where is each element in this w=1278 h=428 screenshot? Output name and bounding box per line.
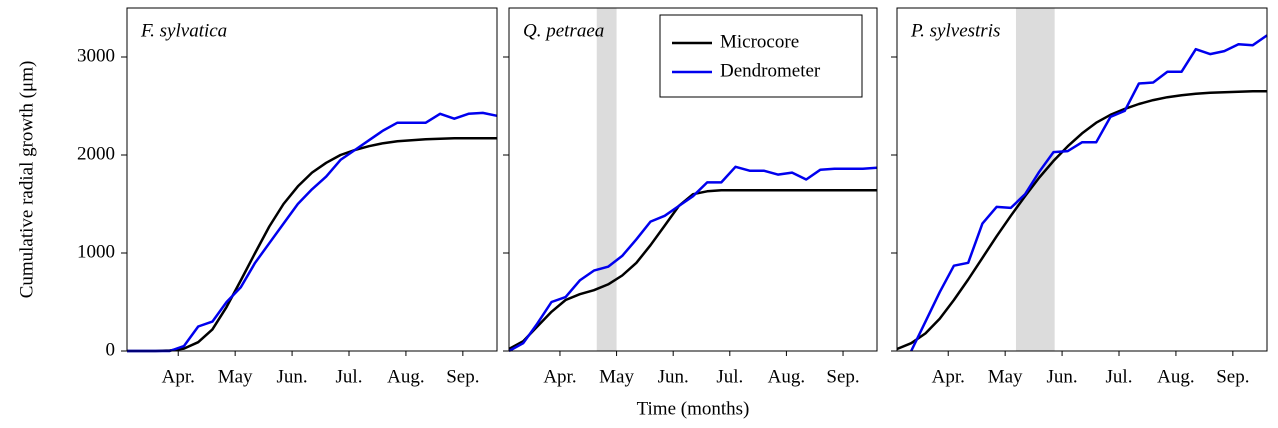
y-tick-label: 1000 bbox=[77, 241, 115, 262]
x-tick-label: Apr. bbox=[932, 366, 965, 387]
shaded-period bbox=[596, 8, 617, 351]
x-tick-label: Aug. bbox=[387, 366, 424, 387]
series-line bbox=[896, 90, 1267, 351]
y-tick-label: 2000 bbox=[77, 143, 115, 164]
x-tick-label: Apr. bbox=[162, 366, 195, 387]
x-axis-label: Time (months) bbox=[637, 398, 750, 419]
y-tick-label: 3000 bbox=[77, 45, 115, 66]
x-tick-label: Aug. bbox=[1157, 366, 1194, 387]
legend-box bbox=[659, 14, 863, 98]
x-tick-label: Sep. bbox=[446, 366, 479, 387]
x-tick-label: Aug. bbox=[768, 366, 805, 387]
series-line bbox=[508, 165, 878, 353]
x-tick-label: Sep. bbox=[1216, 366, 1249, 387]
legend-label: Microcore bbox=[720, 31, 799, 52]
y-tick-label: 0 bbox=[106, 339, 116, 360]
x-tick-label: May bbox=[988, 366, 1023, 387]
x-tick-label: Jul. bbox=[716, 366, 743, 387]
panel-title: Q. petraea bbox=[523, 20, 604, 41]
x-tick-label: Jul. bbox=[1106, 366, 1133, 387]
series-line bbox=[127, 111, 498, 353]
panel-title: P. sylvestris bbox=[910, 20, 1000, 41]
x-tick-label: Jun. bbox=[1046, 366, 1077, 387]
x-tick-label: Apr. bbox=[543, 366, 576, 387]
x-tick-label: Sep. bbox=[826, 366, 859, 387]
plot-frame bbox=[508, 7, 878, 352]
series-line bbox=[508, 189, 877, 351]
x-tick-label: May bbox=[599, 366, 634, 387]
y-axis-label: Cumulative radial growth (μm) bbox=[16, 61, 37, 299]
legend-label: Dendrometer bbox=[720, 60, 821, 81]
plot-frame bbox=[126, 7, 498, 352]
series-line bbox=[910, 34, 1268, 352]
x-tick-label: Jun. bbox=[276, 366, 307, 387]
x-tick-label: May bbox=[218, 366, 253, 387]
x-tick-label: Jun. bbox=[658, 366, 689, 387]
series-line bbox=[127, 137, 497, 353]
panel-title: F. sylvatica bbox=[140, 20, 227, 41]
x-tick-label: Jul. bbox=[336, 366, 363, 387]
plot-frame bbox=[896, 7, 1268, 352]
